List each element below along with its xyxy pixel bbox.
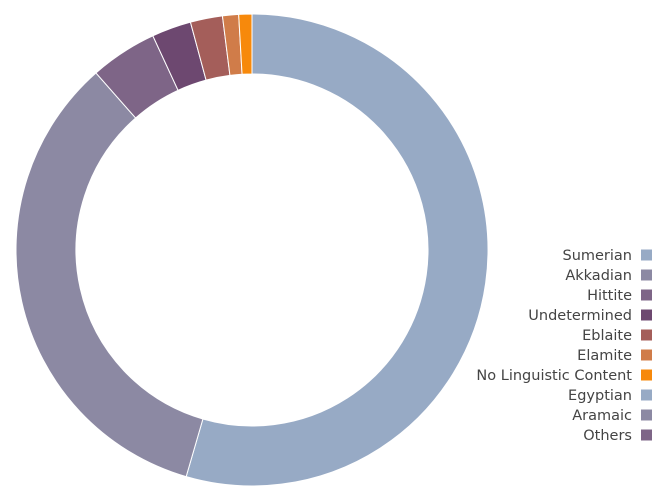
legend-label: Egyptian	[568, 388, 632, 404]
legend-item-others[interactable]: Others	[583, 428, 652, 444]
legend-swatch	[641, 309, 652, 321]
slice-akkadian[interactable]	[15, 72, 204, 478]
legend-label: No Linguistic Content	[476, 368, 632, 384]
legend-swatch	[641, 289, 652, 301]
legend-swatch	[641, 349, 652, 361]
legend-label: Aramaic	[572, 408, 632, 424]
legend-item-egyptian[interactable]: Egyptian	[568, 388, 652, 404]
slice-no-linguistic-content[interactable]	[238, 13, 253, 75]
legend-item-hittite[interactable]: Hittite	[587, 288, 652, 304]
legend-label: Sumerian	[562, 248, 632, 264]
legend-swatch	[641, 369, 652, 381]
legend-swatch	[641, 389, 652, 401]
legend-swatch	[641, 269, 652, 281]
legend-item-sumerian[interactable]: Sumerian	[562, 248, 652, 264]
legend-label: Hittite	[587, 288, 632, 304]
chart-slices	[15, 13, 489, 487]
legend-item-akkadian[interactable]: Akkadian	[565, 268, 652, 284]
legend-label: Others	[583, 428, 632, 444]
legend-swatch	[641, 329, 652, 341]
legend-item-undetermined[interactable]: Undetermined	[528, 308, 652, 324]
legend-item-no-linguistic-content[interactable]: No Linguistic Content	[476, 368, 652, 384]
legend-item-aramaic[interactable]: Aramaic	[572, 408, 652, 424]
legend-item-eblaite[interactable]: Eblaite	[582, 328, 652, 344]
legend-item-elamite[interactable]: Elamite	[577, 348, 652, 364]
legend-label: Eblaite	[582, 328, 632, 344]
legend-label: Akkadian	[565, 268, 632, 284]
chart-legend: Sumerian Akkadian Hittite Undetermined Eblai…	[476, 248, 652, 444]
slice-sumerian[interactable]	[185, 13, 489, 487]
legend-label: Undetermined	[528, 308, 632, 324]
legend-swatch	[641, 249, 652, 261]
legend-swatch	[641, 429, 652, 441]
legend-swatch	[641, 409, 652, 421]
legend-label: Elamite	[577, 348, 632, 364]
